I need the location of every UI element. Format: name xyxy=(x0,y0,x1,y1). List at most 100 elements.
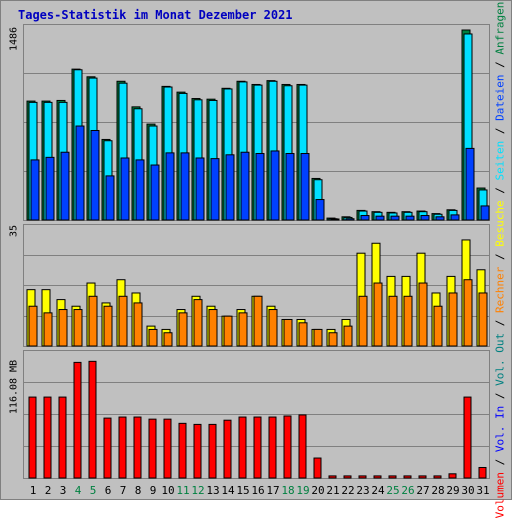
rechner-bar-18 xyxy=(283,318,293,347)
legend-sep: / xyxy=(493,385,507,406)
seiten-bar-5 xyxy=(90,129,100,221)
x-tick-label-18: 18 xyxy=(281,484,294,497)
volumen-bar-12 xyxy=(193,423,202,479)
seiten-bar-18 xyxy=(285,153,295,221)
x-tick-label-2: 2 xyxy=(45,484,52,497)
rechner-bar-31 xyxy=(478,292,488,347)
seiten-bar-23 xyxy=(360,215,370,221)
seiten-bar-27 xyxy=(420,215,430,221)
seiten-bar-20 xyxy=(315,199,325,221)
rechner-bar-25 xyxy=(388,295,398,347)
rechner-bar-27 xyxy=(418,282,428,347)
seiten-bar-28 xyxy=(435,216,445,221)
seiten-bar-9 xyxy=(150,164,160,221)
volumen-bar-24 xyxy=(373,475,382,479)
legend-sep: / xyxy=(493,120,507,141)
legend-sep: / xyxy=(493,452,507,472)
volumen-bar-4 xyxy=(73,361,82,479)
legend-volumen: Volumen xyxy=(493,471,507,518)
seiten-bar-3 xyxy=(60,151,70,221)
x-tick-label-26: 26 xyxy=(401,484,414,497)
x-tick-label-19: 19 xyxy=(296,484,309,497)
x-tick-label-17: 17 xyxy=(266,484,279,497)
volumen-bar-3 xyxy=(58,396,67,479)
rechner-bar-29 xyxy=(448,292,458,347)
x-tick-label-22: 22 xyxy=(341,484,354,497)
rechner-bar-24 xyxy=(373,282,383,347)
volumen-bar-29 xyxy=(448,473,457,479)
legend: Volumen / Vol. In / Vol. Out / Rechner /… xyxy=(491,2,509,518)
seiten-bar-16 xyxy=(255,153,265,221)
x-tick-label-1: 1 xyxy=(30,484,37,497)
seiten-bar-11 xyxy=(180,152,190,221)
seiten-bar-19 xyxy=(300,153,310,221)
seiten-bar-2 xyxy=(45,156,55,221)
legend-sep: / xyxy=(493,180,507,201)
volumen-bar-1 xyxy=(28,396,37,479)
rechner-bar-15 xyxy=(238,312,248,347)
rechner-bar-5 xyxy=(88,295,98,347)
x-tick-label-3: 3 xyxy=(60,484,67,497)
seiten-bar-29 xyxy=(450,214,460,221)
volumen-bar-18 xyxy=(283,415,292,479)
volumen-bar-17 xyxy=(268,416,277,479)
legend-dateien: Dateien xyxy=(493,74,507,121)
seiten-bar-31 xyxy=(480,205,490,221)
rechner-bar-9 xyxy=(148,328,158,347)
x-tick-label-25: 25 xyxy=(386,484,399,497)
legend-vol-in: Vol. In xyxy=(493,405,507,453)
legend-rechner: Rechner xyxy=(493,266,507,313)
seiten-bar-25 xyxy=(390,215,400,221)
rechner-bar-11 xyxy=(178,312,188,347)
rechner-bar-2 xyxy=(43,312,53,347)
volumen-bar-2 xyxy=(43,396,52,479)
chart-svg: 1 2 3 4 5 6 7 8 9 10 11 12 13 14 15 16 17 18 19 20 21 22 23 24 2… xyxy=(23,24,490,497)
volumen-bar-20 xyxy=(313,457,322,479)
seiten-bar-17 xyxy=(270,150,280,221)
legend-sep: / xyxy=(493,246,507,267)
x-tick-label-24: 24 xyxy=(371,484,385,497)
volumen-bar-7 xyxy=(118,416,127,479)
seiten-bar-8 xyxy=(135,159,145,221)
rechner-bar-10 xyxy=(163,332,173,347)
volumen-bar-14 xyxy=(223,419,232,479)
x-tick-label-12: 12 xyxy=(191,484,204,497)
rechner-bar-4 xyxy=(73,309,83,347)
seiten-bar-13 xyxy=(210,158,220,221)
rechner-bar-30 xyxy=(463,279,473,347)
rechner-bar-3 xyxy=(58,309,68,347)
volumen-bar-16 xyxy=(253,416,262,479)
rechner-bar-1 xyxy=(28,305,38,347)
x-tick-label-27: 27 xyxy=(416,484,429,497)
volumen-bar-9 xyxy=(148,418,157,479)
x-tick-label-7: 7 xyxy=(120,484,127,497)
legend-sep: / xyxy=(493,54,507,75)
volumen-bar-23 xyxy=(358,475,367,479)
volumen-bar-5 xyxy=(88,360,97,479)
seiten-bar-21 xyxy=(330,218,340,221)
x-tick-label-28: 28 xyxy=(431,484,444,497)
x-tick-label-8: 8 xyxy=(135,484,142,497)
x-tick-label-9: 9 xyxy=(150,484,157,497)
x-tick-label-30: 30 xyxy=(461,484,474,497)
x-tick-label-29: 29 xyxy=(446,484,459,497)
rechner-bar-12 xyxy=(193,299,203,347)
x-tick-label-14: 14 xyxy=(221,484,235,497)
volumen-bar-11 xyxy=(178,422,187,479)
volumen-bar-8 xyxy=(133,416,142,479)
seiten-bar-12 xyxy=(195,157,205,221)
x-tick-label-15: 15 xyxy=(236,484,249,497)
seiten-bar-30 xyxy=(465,147,475,221)
seiten-bar-7 xyxy=(120,157,130,221)
seiten-bar-4 xyxy=(75,125,85,221)
seiten-bar-24 xyxy=(375,215,385,221)
rechner-bar-20 xyxy=(313,328,323,347)
legend-sep: / xyxy=(493,312,507,333)
rechner-bar-21 xyxy=(328,332,338,347)
x-tick-label-13: 13 xyxy=(206,484,219,497)
rechner-bar-23 xyxy=(358,295,368,347)
legend-text: Volumen / Vol. In / Vol. Out / Rechner /… xyxy=(494,2,507,518)
volumen-bar-10 xyxy=(163,418,172,479)
rechner-bar-26 xyxy=(403,295,413,347)
x-tick-label-23: 23 xyxy=(356,484,369,497)
